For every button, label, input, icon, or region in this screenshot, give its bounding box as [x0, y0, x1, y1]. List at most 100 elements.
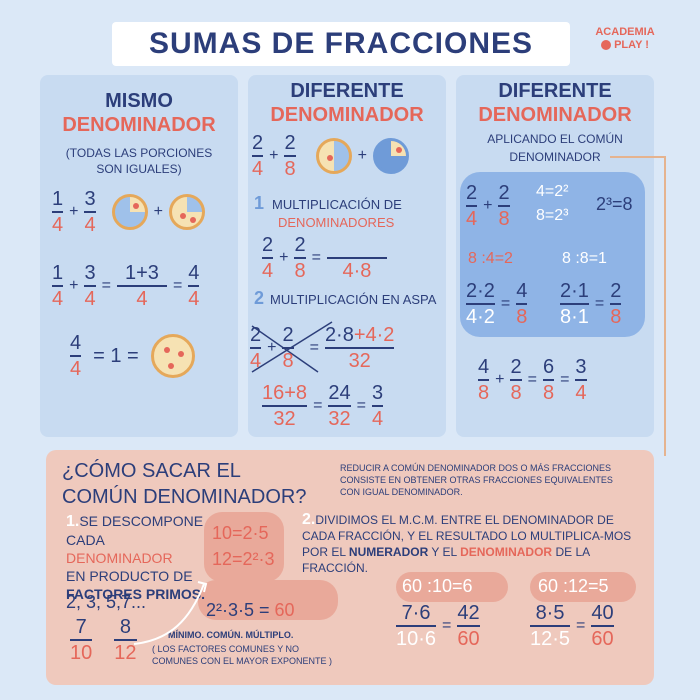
factor-8: 8=2³	[536, 207, 569, 224]
division-blob-1	[396, 572, 508, 602]
fraction: 42 60	[457, 602, 480, 650]
fraction: 2·2 4·2	[466, 280, 495, 328]
result1: 7·6 10·6 = 42 60	[396, 602, 480, 650]
pizza-half-icon	[315, 138, 352, 174]
panel1-note1: (TODAS LAS PORCIONES	[65, 146, 213, 160]
fraction: 8 12	[114, 616, 137, 664]
pizza-whole-icon	[150, 334, 195, 378]
highlight-blob	[460, 172, 645, 337]
step1-number: 1	[254, 193, 265, 213]
division-60-12: 60 :12=5	[538, 576, 609, 596]
s1-number: 1.	[66, 513, 80, 530]
step2-text: MULTIPLICACIÓN EN ASPA	[270, 292, 437, 307]
decomp-10: 10=2·5	[212, 523, 269, 543]
s2-number: 2.	[302, 511, 316, 528]
cross-line-a	[251, 325, 319, 373]
panel-different-denominator	[248, 75, 446, 437]
panel2-step1: 1 MULTIPLICACIÓN DE DENOMINADORES	[254, 194, 402, 232]
question: ¿CÓMO SACAR EL COMÚN DENOMINADOR?	[62, 458, 306, 510]
result2: 8·5 12·5 = 40 60	[530, 602, 614, 650]
mcm-result: 2²·3·5 = 60	[206, 600, 295, 620]
pizza-quarter-icon	[111, 194, 148, 230]
step1-text-a: MULTIPLICACIÓN DE	[272, 197, 402, 212]
fraction: 24 32	[328, 382, 351, 430]
fraction: 4·8	[326, 234, 387, 282]
pizza-three-quarters-icon	[168, 194, 205, 230]
factor-4: 4=2²	[536, 183, 569, 200]
step1-fractions: 7 10 8 12	[70, 616, 137, 664]
mcm-note2: COMUNES CON EL MAYOR EXPONENTE )	[152, 656, 333, 666]
fraction: 2·1 8·1	[560, 280, 589, 328]
decomp-12: 12=2²·3	[212, 549, 275, 569]
arrow-icon	[133, 581, 208, 645]
step1-text-b: DENOMINADORES	[278, 215, 395, 230]
mcm-blob	[198, 580, 338, 620]
panel3-sub2: DENOMINADOR	[509, 150, 601, 164]
fraction: 16+8 32	[262, 382, 308, 430]
question-line1: ¿CÓMO SACAR EL	[62, 460, 241, 482]
mcm-label: MÍNIMO. COMÚN. MÚLTIPLO.	[168, 630, 294, 640]
connector-line-v	[664, 156, 666, 456]
common-denominator-section	[46, 450, 654, 685]
mcm-note1: ( LOS FACTORES COMUNES Y NO	[152, 644, 300, 654]
play-icon	[601, 40, 612, 51]
panel2-step2: 2 MULTIPLICACIÓN EN ASPA	[254, 288, 436, 309]
panel2-heading2: DENOMINADOR	[270, 104, 424, 126]
fraction: 8·5 12·5	[530, 602, 571, 650]
step2-number: 2	[254, 288, 265, 308]
division-1: 8 :4=2	[468, 250, 513, 267]
division-60-10: 60 :10=6	[402, 576, 473, 596]
pizza-two-eighths-icon	[372, 138, 409, 174]
panel-same-denominator	[40, 75, 238, 437]
mcm-value: 2³=8	[596, 194, 633, 214]
logo: ACADEMIA PLAY !	[590, 26, 660, 52]
logo-line2: PLAY !	[614, 39, 649, 51]
panel1-note2: SON IGUALES)	[96, 162, 182, 176]
panel1-heading1: MISMO	[105, 90, 173, 112]
panel3-sub1: APLICANDO EL COMÚN	[487, 132, 623, 146]
division-2: 8 :8=1	[562, 250, 607, 267]
intro-text: REDUCIR A COMÚN DENOMINADOR DOS O MÁS FR…	[340, 463, 613, 497]
step1-text: 1.SE DESCOMPONE CADA DENOMINADOR EN PROD…	[66, 513, 205, 602]
question-line2: COMÚN DENOMINADOR?	[62, 486, 307, 508]
connector-line-h	[610, 156, 666, 158]
panel3-heading1: DIFERENTE	[498, 80, 612, 102]
decomposition: 10=2·5 12=2²·3	[212, 520, 275, 572]
fraction: 40 60	[591, 602, 614, 650]
panel3-heading2: DENOMINADOR	[478, 104, 632, 126]
step2-text: 2.DIVIDIMOS EL M.C.M. ENTRE EL DENOMINAD…	[302, 511, 632, 576]
equals-one: = 1 =	[93, 344, 139, 367]
fraction: 7·6 10·6	[396, 602, 437, 650]
